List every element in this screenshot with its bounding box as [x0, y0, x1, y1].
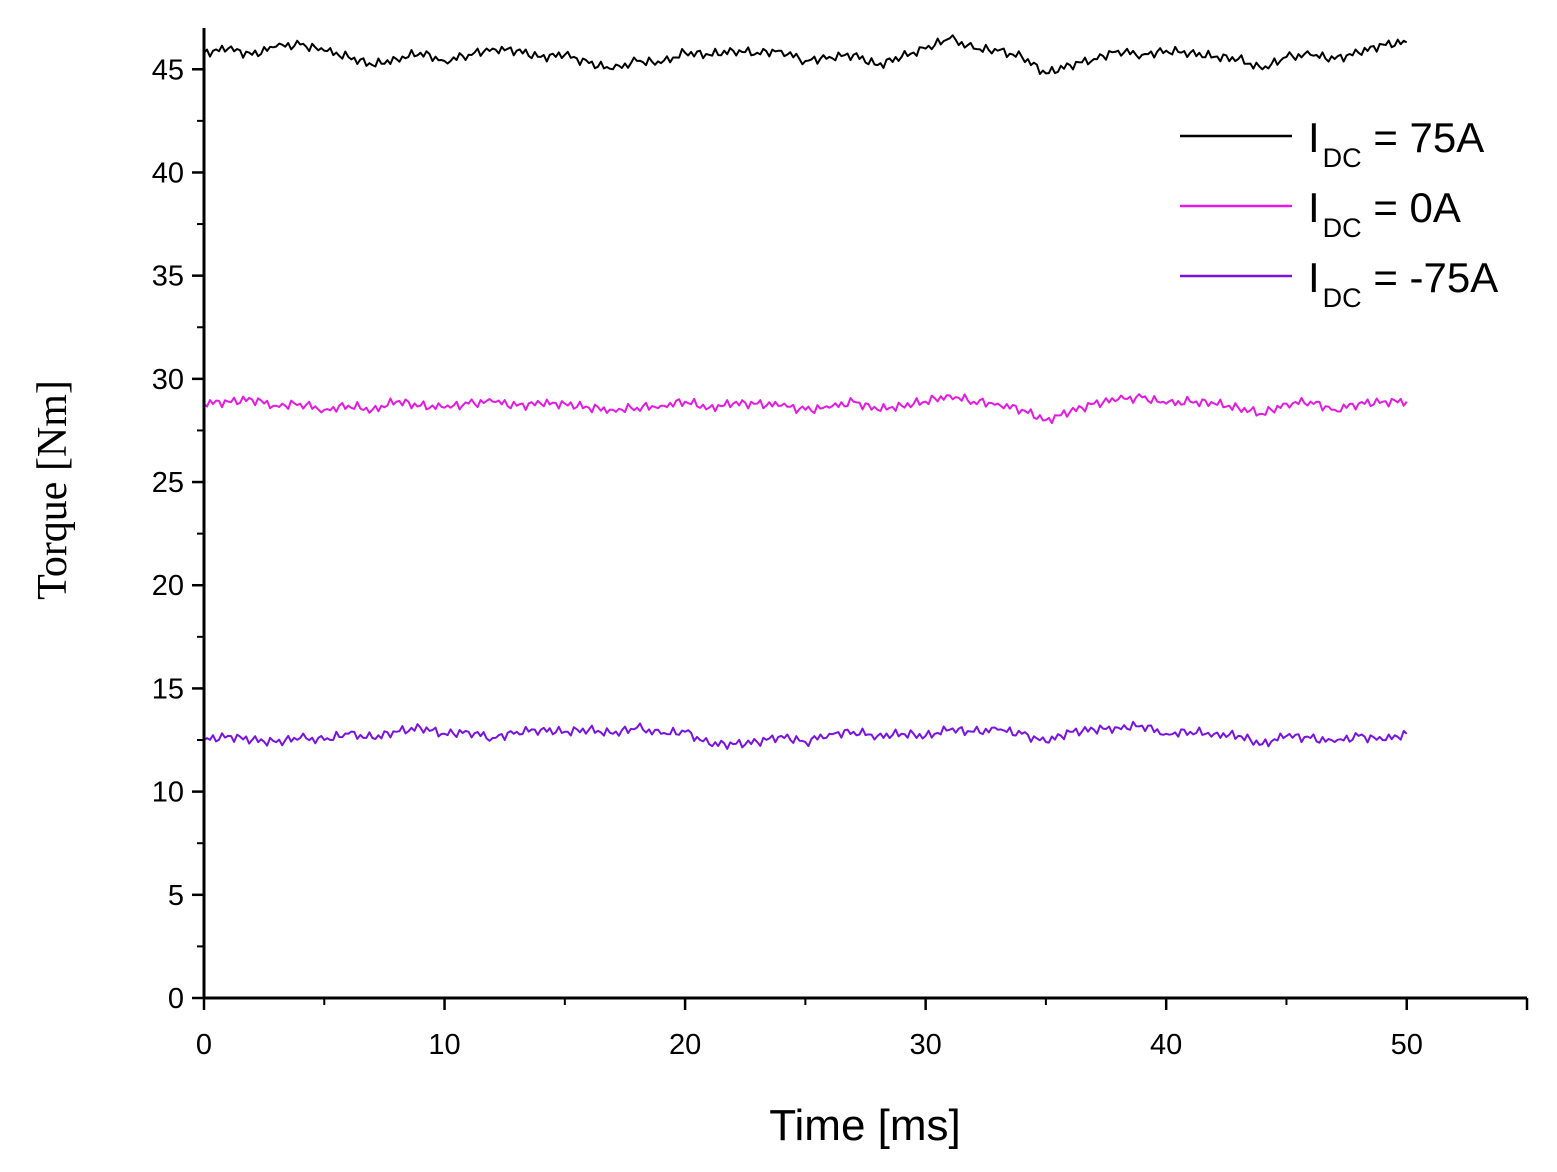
y-tick-label: 0 — [168, 983, 184, 1015]
x-tick-label: 10 — [428, 1029, 460, 1061]
axes-layer — [202, 28, 1527, 1000]
x-tick-label: 40 — [1150, 1029, 1182, 1061]
x-tick-label: 50 — [1391, 1029, 1423, 1061]
legend-label: I DC = 0A — [1308, 184, 1461, 243]
legend-label: I DC = -75A — [1308, 254, 1498, 313]
y-tick-label: 40 — [152, 157, 184, 189]
y-tick-label: 30 — [152, 364, 184, 396]
x-tick-label: 0 — [196, 1029, 212, 1061]
x-tick-label: 30 — [910, 1029, 942, 1061]
legend: I DC = 75A I DC = 0A I DC = -75A — [1180, 114, 1498, 313]
y-tick-label: 5 — [168, 880, 184, 912]
x-axis-title: Time [ms] — [769, 1101, 960, 1150]
x-tick-label: 20 — [669, 1029, 701, 1061]
y-tick-label: 45 — [152, 54, 184, 86]
y-tick-label: 25 — [152, 467, 184, 499]
legend-label: I DC = 75A — [1308, 114, 1484, 173]
series-layer — [203, 34, 1408, 750]
ticks-layer: 0 5 10 15 20 25 30 35 40 45 0 10 20 30 40 50 — [152, 54, 1529, 1061]
y-tick-label: 20 — [152, 570, 184, 602]
series-line — [203, 34, 1408, 75]
series-line — [203, 393, 1408, 425]
y-tick-label: 35 — [152, 261, 184, 293]
y-tick-label: 15 — [152, 673, 184, 705]
y-tick-label: 10 — [152, 777, 184, 809]
y-axis-title: Torque [Nm] — [30, 380, 76, 600]
series-line — [203, 720, 1408, 750]
